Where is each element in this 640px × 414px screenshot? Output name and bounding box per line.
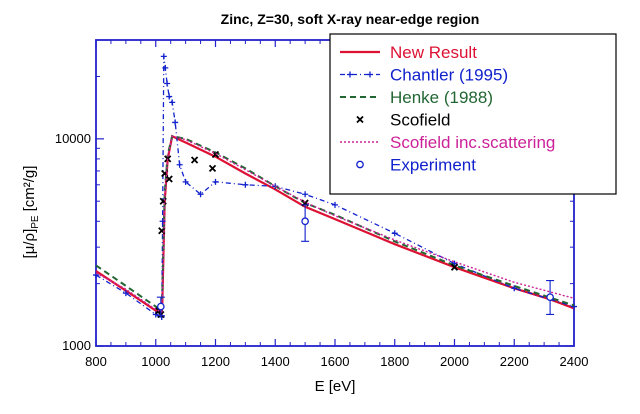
legend-label: Experiment xyxy=(390,156,476,175)
series-point xyxy=(391,230,398,237)
series-point xyxy=(156,302,165,311)
legend-item: Chantler (1995) xyxy=(340,66,508,85)
series-point xyxy=(511,285,518,292)
legend: New Result Chantler (1995) Henke (1988) Sco… xyxy=(329,33,617,195)
series-point xyxy=(242,181,249,188)
series-point xyxy=(165,175,173,183)
x-tick-label: 1600 xyxy=(321,354,350,369)
series-point xyxy=(212,178,219,185)
x-tick-label: 1200 xyxy=(201,354,230,369)
y-tick-label: 1000 xyxy=(62,338,91,353)
series-point xyxy=(169,99,176,106)
series-line xyxy=(95,135,575,313)
y-label-suffix: [cm²/g] xyxy=(21,166,38,212)
series-chantler-1995 xyxy=(93,53,577,321)
legend-marker xyxy=(356,160,364,169)
series-point xyxy=(546,293,554,302)
series-point xyxy=(160,53,167,60)
series-point xyxy=(450,263,459,271)
series-point xyxy=(302,191,309,198)
x-tick-label: 2400 xyxy=(560,354,589,369)
legend-item: Scofield xyxy=(356,111,450,130)
series-point xyxy=(208,164,217,173)
series-experiment xyxy=(156,204,555,317)
series-point xyxy=(159,218,166,225)
legend-item: Henke (1988) xyxy=(340,88,493,107)
series-point xyxy=(158,227,166,235)
series-point xyxy=(164,80,171,87)
x-tick-label: 2000 xyxy=(440,354,469,369)
series-henke-1988 xyxy=(95,135,575,313)
series-point xyxy=(172,119,179,126)
series-point xyxy=(332,201,338,208)
y-label-prefix: [μ/ρ] xyxy=(21,229,38,259)
legend-label: Scofield inc.scattering xyxy=(390,133,555,152)
series-point xyxy=(190,156,199,164)
legend-marker xyxy=(367,71,373,78)
y-axis-label: [μ/ρ]PE [cm²/g] xyxy=(21,166,41,259)
series-point xyxy=(122,290,129,297)
series-scofield-inc-scattering xyxy=(95,135,575,314)
legend-box xyxy=(329,33,617,195)
legend-item: New Result xyxy=(340,43,477,62)
x-tick-label: 800 xyxy=(85,354,107,369)
series-point xyxy=(197,191,204,198)
legend-label: Scofield xyxy=(390,111,450,130)
series-point xyxy=(182,178,189,185)
x-tick-label: 2200 xyxy=(500,354,529,369)
x-tick-label: 1400 xyxy=(261,354,290,369)
y-label-subscript: PE xyxy=(30,215,41,229)
legend-marker xyxy=(356,115,364,124)
chart-title: Zinc, Z=30, soft X-ray near-edge region xyxy=(221,11,480,27)
legend-label: Chantler (1995) xyxy=(390,66,508,85)
legend-label: Henke (1988) xyxy=(390,88,493,107)
legend-item: Scofield inc.scattering xyxy=(340,133,555,152)
legend-marker xyxy=(347,71,353,78)
legend-label: New Result xyxy=(390,43,477,62)
y-tick-label: 10000 xyxy=(55,131,91,146)
series-point xyxy=(301,217,309,226)
legend-item: Experiment xyxy=(356,156,476,175)
x-tick-label: 1800 xyxy=(380,354,409,369)
x-tick-label: 1000 xyxy=(141,354,170,369)
x-axis-label: E [eV] xyxy=(315,378,356,395)
series-line xyxy=(95,135,575,314)
series-point xyxy=(162,64,169,71)
series-point xyxy=(166,93,173,100)
series-point xyxy=(176,161,183,168)
